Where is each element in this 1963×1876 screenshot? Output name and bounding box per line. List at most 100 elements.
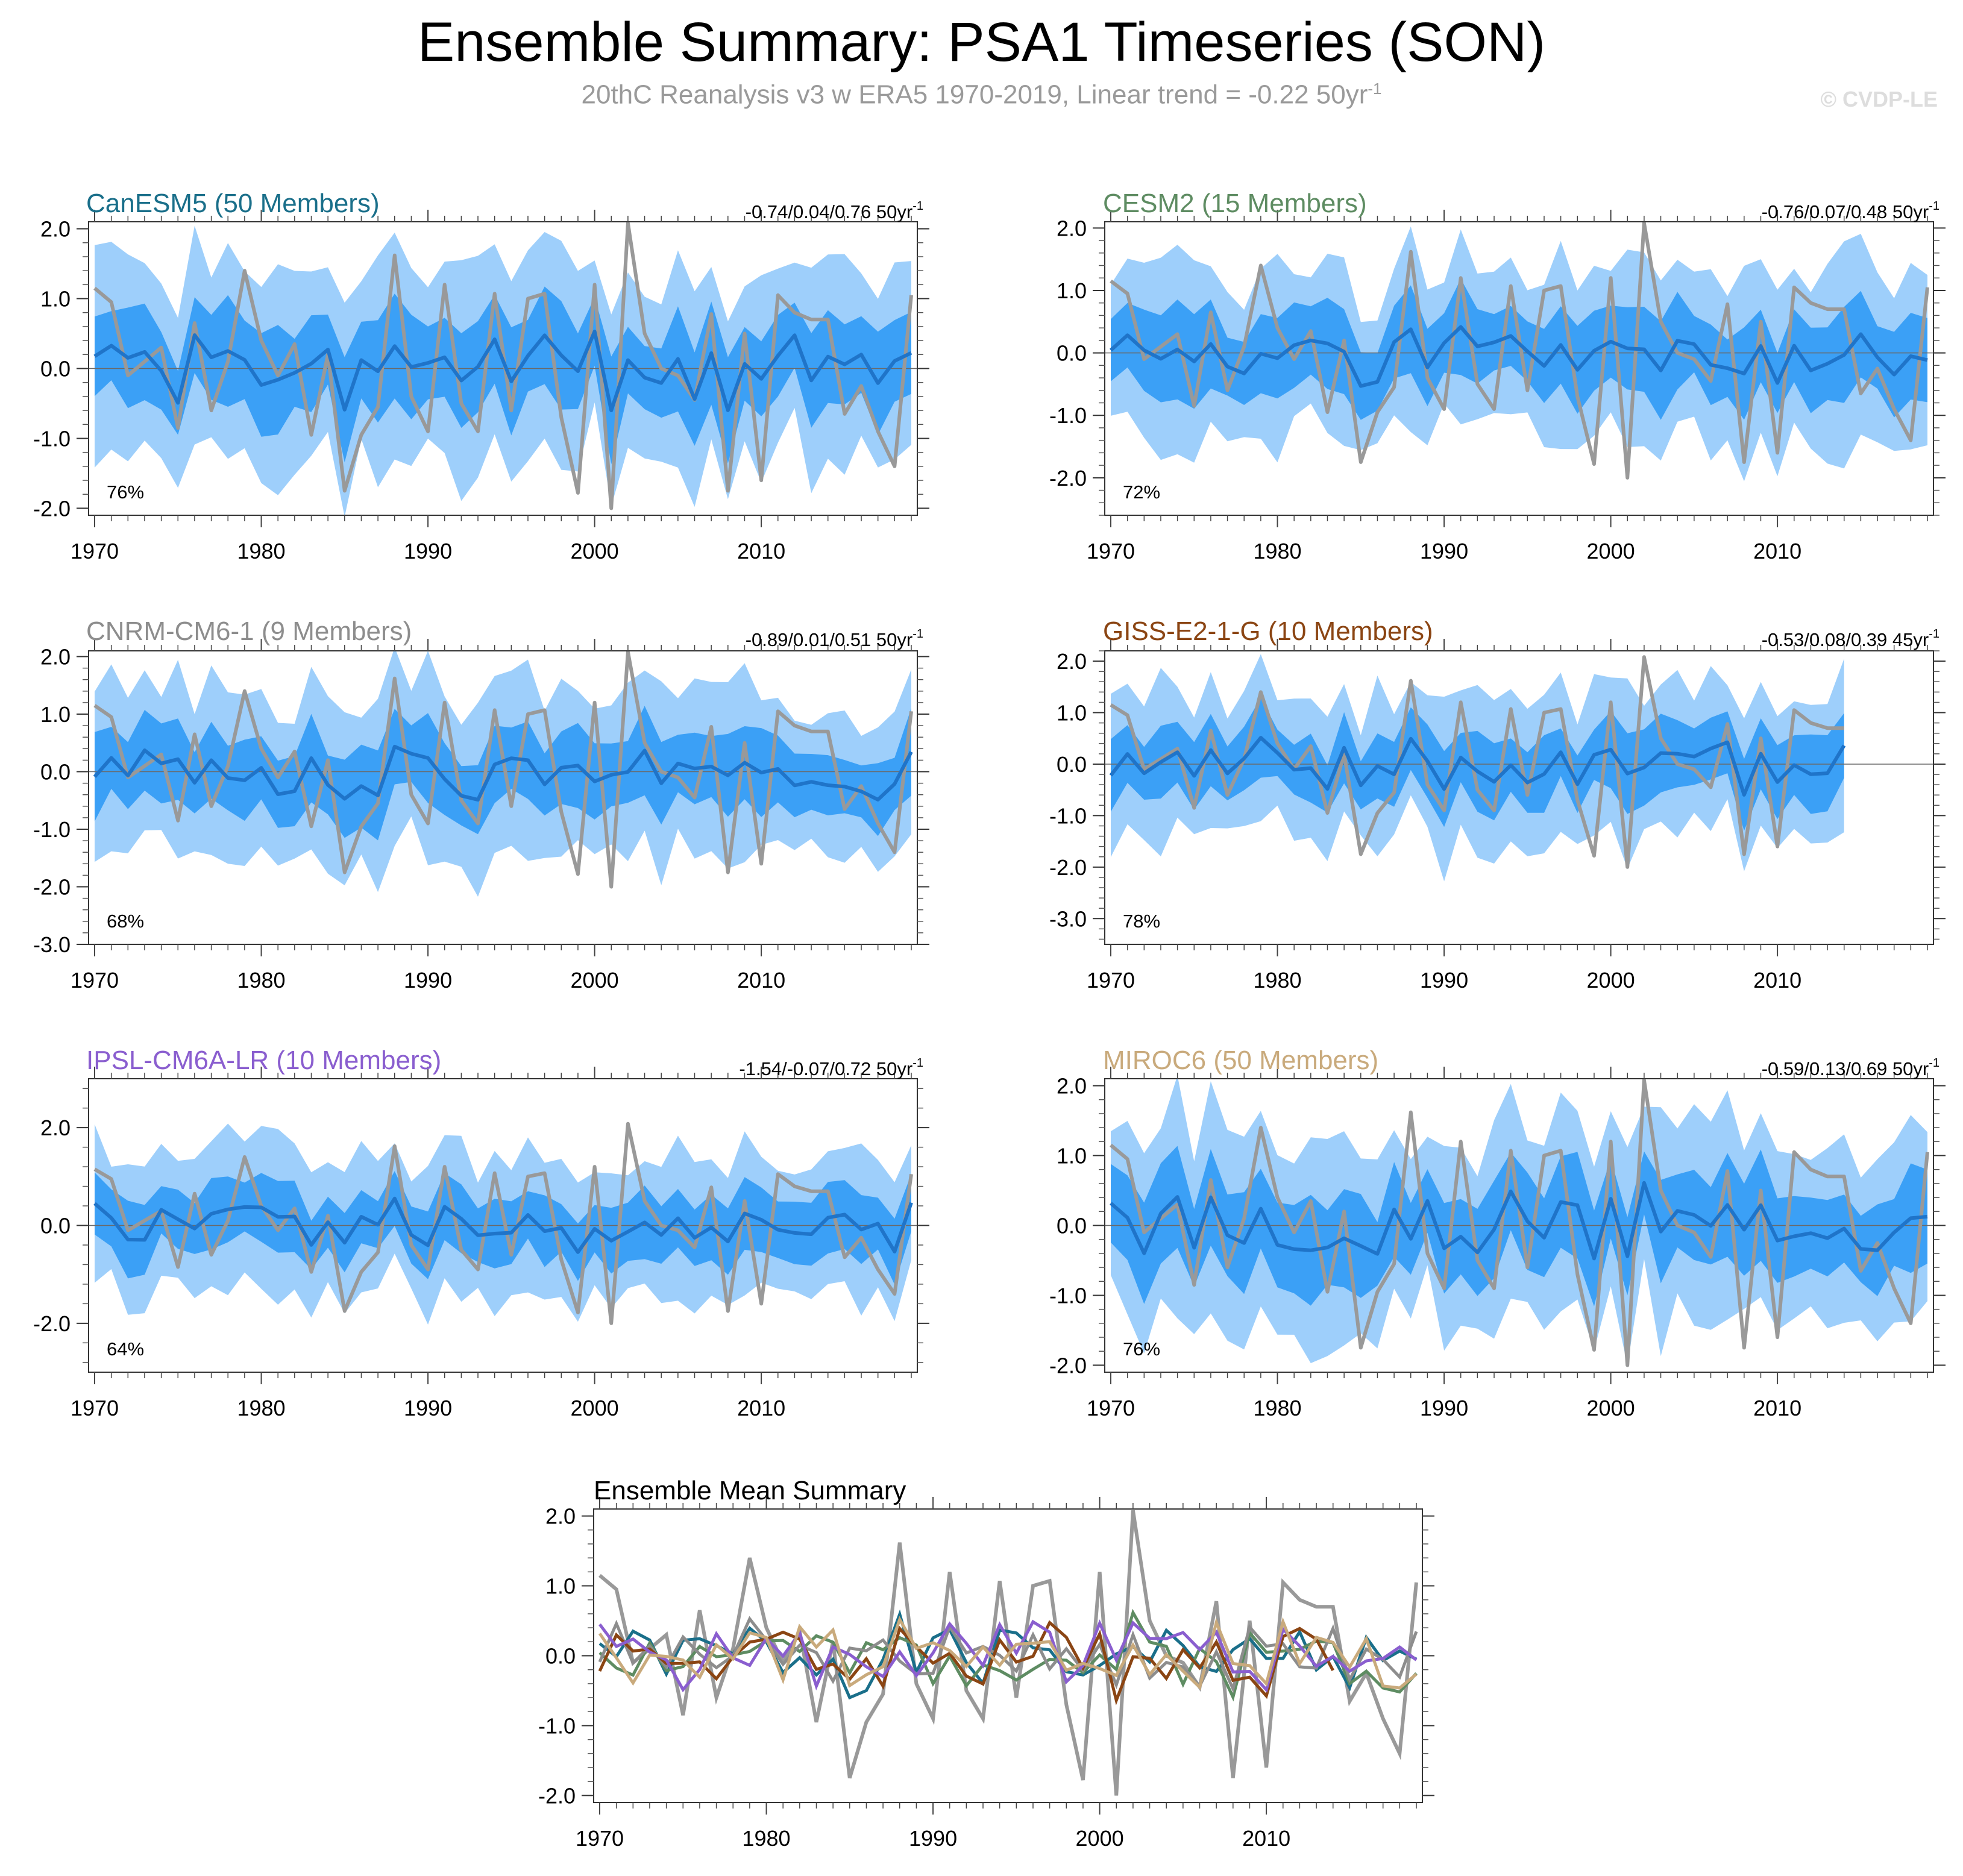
cvdp-watermark: © CVDP-LE (1820, 87, 1938, 111)
y-tick-label: -1.0 (1049, 403, 1087, 428)
page-title: Ensemble Summary: PSA1 Timeseries (SON) (417, 11, 1546, 73)
x-tick-label: 2010 (1753, 968, 1801, 993)
y-tick-label: -2.0 (33, 875, 71, 900)
y-tick-label: 1.0 (1057, 1144, 1087, 1169)
x-tick-label: 2000 (571, 539, 619, 563)
trend-superscript: -1 (1929, 1056, 1939, 1070)
percent-label-giss: 78% (1123, 911, 1160, 932)
x-tick-label: 1970 (71, 539, 119, 563)
y-tick-label: 0.0 (40, 357, 71, 381)
panel-title-summary: Ensemble Mean Summary (594, 1476, 906, 1505)
summary-series-line-5 (598, 1619, 1418, 1693)
y-tick-label: 2.0 (545, 1504, 576, 1529)
trend-value: -0.74/0.04/0.76 50yr (746, 201, 912, 222)
plot-area-ipsl (89, 1122, 917, 1325)
trend-superscript: -1 (1929, 199, 1939, 213)
y-tick-label: -2.0 (33, 496, 71, 521)
panel-cnrm: -3.0 -2.0 -1.0 0.0 1.0 2.0 1970 1980 1990 2000 201… (33, 616, 929, 993)
summary-series-line-6 (598, 1616, 1418, 1690)
x-tick-label: 2010 (737, 968, 785, 993)
x-tick-label: 1990 (404, 1396, 452, 1420)
observed-line-cnrm (93, 651, 913, 889)
y-tick-label: -1.0 (1049, 803, 1087, 828)
y-tick-label: 1.0 (40, 702, 71, 727)
ensemble-mean-line-canesm5 (93, 330, 912, 412)
x-tick-label: 1990 (1420, 539, 1468, 563)
y-tick-label: 1.0 (1057, 278, 1087, 303)
y-tick-label: 1.0 (40, 287, 71, 312)
summary-series-line-4 (598, 1620, 1334, 1705)
percent-label-ipsl: 64% (107, 1338, 144, 1360)
page-subtitle: 20thC Reanalysis v3 w ERA5 1970-2019, Li… (0, 80, 1963, 110)
x-tick-label: 2000 (1587, 539, 1635, 563)
y-tick-label: 2.0 (1057, 216, 1087, 240)
ensemble-mean-line-giss (1109, 736, 1846, 797)
y-tick-label: -2.0 (1049, 855, 1087, 880)
x-tick-label: 2000 (571, 1396, 619, 1420)
percent-label-cnrm: 68% (107, 911, 144, 932)
x-tick-label: 1970 (576, 1826, 624, 1851)
y-tick-label: 2.0 (40, 645, 71, 670)
plot-frame-giss (1104, 650, 1934, 945)
ensemble-mean-line-cnrm (93, 744, 913, 802)
plot-area-summary (598, 1510, 1418, 1796)
trend-label-canesm5: -0.74/0.04/0.76 50yr-1 (746, 199, 923, 222)
panel-summary: -2.0 -1.0 0.0 1.0 2.0 1970 1980 1990 2000 2010 Ens… (538, 1476, 1434, 1851)
trend-value: -0.59/0.13/0.69 50yr (1762, 1058, 1929, 1079)
y-tick-label: -1.0 (538, 1713, 576, 1738)
x-tick-label: 1980 (1253, 539, 1301, 563)
observed-line-cesm2 (1110, 222, 1929, 480)
x-tick-label: 2010 (1242, 1826, 1290, 1851)
trend-label-cnrm: -0.89/0.01/0.51 50yr-1 (746, 627, 923, 650)
ensemble-mean-line-cesm2 (1109, 325, 1928, 388)
trend-value: -0.76/0.07/0.48 50yr (1762, 201, 1929, 222)
x-tick-label: 1980 (237, 539, 285, 563)
y-tick-label: -2.0 (538, 1783, 576, 1808)
x-tick-label: 2000 (1076, 1826, 1124, 1851)
panel-title-cesm2: CESM2 (15 Members) (1103, 189, 1367, 218)
plot-area-miroc6 (1105, 1079, 1933, 1367)
plot-frame-cnrm (88, 650, 918, 945)
y-tick-label: 2.0 (1057, 1074, 1087, 1099)
y-tick-label: 0.0 (1057, 1214, 1087, 1238)
y-tick-label: 1.0 (1057, 701, 1087, 726)
x-tick-label: 1990 (909, 1826, 957, 1851)
trend-label-giss: -0.53/0.08/0.39 45yr-1 (1762, 627, 1939, 650)
plot-area-cesm2 (1105, 222, 1933, 482)
y-tick-label: -1.0 (33, 426, 71, 451)
y-tick-label: 2.0 (40, 217, 71, 242)
panel-canesm5: -2.0 -1.0 0.0 1.0 2.0 1970 1980 1990 2000 2010 Can… (33, 189, 929, 563)
ensemble-mean-line-miroc6 (1110, 1181, 1928, 1261)
x-tick-label: 2010 (1753, 539, 1801, 563)
observed-line-canesm5 (93, 222, 913, 510)
trend-superscript: -1 (1929, 627, 1939, 641)
x-tick-label: 2000 (1587, 1396, 1635, 1420)
x-tick-label: 1970 (1087, 539, 1135, 563)
trend-value: -1.54/-0.07/0.72 50yr (739, 1058, 912, 1079)
plot-area-giss (1105, 654, 1933, 882)
y-tick-label: 0.0 (40, 760, 71, 785)
plot-area-cnrm (89, 651, 917, 897)
x-tick-label: 2010 (737, 1396, 785, 1420)
x-tick-label: 1970 (1087, 968, 1135, 993)
plot-frame-cesm2 (1104, 221, 1934, 516)
x-tick-label: 1970 (71, 1396, 119, 1420)
x-tick-label: 1970 (1087, 1396, 1135, 1420)
trend-value: -0.89/0.01/0.51 50yr (746, 629, 912, 650)
panel-cesm2: -2.0 -1.0 0.0 1.0 2.0 1970 1980 1990 2000 2010 CES… (1049, 189, 1946, 563)
y-tick-label: -1.0 (33, 817, 71, 842)
panel-miroc6: -2.0 -1.0 0.0 1.0 2.0 1970 1980 1990 2000 2010 MIR… (1049, 1046, 1946, 1420)
panel-giss: -3.0 -2.0 -1.0 0.0 1.0 2.0 1970 1980 1990 2000 201… (1049, 616, 1946, 993)
panel-title-miroc6: MIROC6 (50 Members) (1103, 1046, 1378, 1075)
trend-superscript: -1 (912, 199, 923, 213)
panel-title-ipsl: IPSL-CM6A-LR (10 Members) (86, 1046, 441, 1075)
panel-title-giss: GISS-E2-1-G (10 Members) (1103, 616, 1433, 646)
x-tick-label: 2010 (737, 539, 785, 563)
panel-title-canesm5: CanESM5 (50 Members) (86, 189, 380, 218)
trend-label-cesm2: -0.76/0.07/0.48 50yr-1 (1762, 199, 1939, 222)
y-tick-label: 0.0 (1057, 752, 1087, 777)
y-tick-label: -3.0 (33, 932, 71, 957)
subtitle-superscript: -1 (1368, 80, 1382, 98)
y-tick-label: -3.0 (1049, 906, 1087, 931)
